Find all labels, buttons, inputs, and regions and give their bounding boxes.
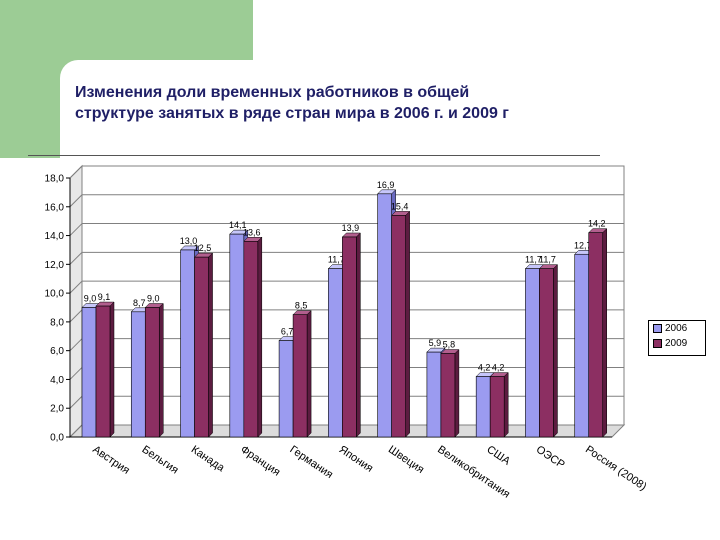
y-tick-label: 18,0 bbox=[45, 174, 65, 185]
bar-2006 bbox=[475, 376, 491, 438]
gridline-diag bbox=[69, 165, 83, 179]
y-tick-label: 12,0 bbox=[45, 260, 65, 271]
data-label-2009: 15,4 bbox=[391, 201, 409, 211]
y-tick-label: 2,0 bbox=[50, 404, 64, 415]
gridline-diag bbox=[69, 251, 83, 265]
bar-side-2009 bbox=[109, 301, 115, 438]
bar-2006 bbox=[377, 193, 392, 438]
gridline-diag bbox=[69, 280, 83, 294]
gridline-diag bbox=[69, 367, 83, 380]
legend-label-2009: 2009 bbox=[665, 338, 688, 349]
bar-side-2009 bbox=[159, 302, 164, 438]
y-tick-label: 6,0 bbox=[50, 346, 64, 357]
bar-2006 bbox=[574, 253, 590, 438]
x-tick-label: Германия bbox=[287, 444, 335, 482]
data-label-2006: 12,7 bbox=[574, 240, 592, 250]
bar-2006 bbox=[81, 307, 97, 438]
gridline-diag bbox=[69, 338, 83, 352]
x-tick-label: США bbox=[485, 444, 513, 469]
data-label-2006: 16,9 bbox=[377, 180, 395, 190]
bar-side-2009 bbox=[553, 264, 558, 438]
legend-item-2006: 2006 bbox=[649, 321, 705, 336]
bar-side-2009 bbox=[257, 236, 263, 438]
gridline-diag bbox=[69, 424, 83, 438]
data-label-2006: 13,0 bbox=[180, 236, 198, 246]
data-label-2009: 4,2 bbox=[492, 363, 505, 373]
data-label-2006: 11,7 bbox=[328, 255, 345, 265]
bar-2009 bbox=[144, 307, 160, 438]
gridline-diag bbox=[69, 194, 83, 208]
bar-2009 bbox=[539, 268, 554, 438]
bar-side-2009 bbox=[356, 232, 361, 438]
bar-2009 bbox=[243, 241, 259, 438]
data-label-2006: 4,2 bbox=[478, 363, 491, 373]
bar-2009 bbox=[194, 256, 209, 438]
gridline-diag bbox=[69, 223, 83, 236]
chart-legend: 2006 2009 bbox=[648, 320, 706, 356]
data-label-2009: 12,5 bbox=[194, 243, 212, 253]
data-label-2009: 13,9 bbox=[342, 223, 360, 233]
x-tick-label: Япония bbox=[337, 444, 375, 475]
bar-2009 bbox=[489, 376, 505, 438]
bar-2009 bbox=[440, 353, 456, 438]
y-tick-label: 16,0 bbox=[45, 202, 65, 213]
data-label-2009: 8,5 bbox=[295, 301, 308, 311]
data-label-2006: 9,0 bbox=[84, 294, 97, 304]
y-tick-label: 14,0 bbox=[45, 231, 65, 242]
plot-side-wall bbox=[69, 164, 83, 439]
data-label-2009: 11,7 bbox=[539, 255, 556, 265]
bar-side-2009 bbox=[306, 310, 312, 438]
bar-2006 bbox=[278, 340, 294, 438]
data-label-2009: 13,6 bbox=[243, 227, 261, 237]
slide-title-line-1: Изменения доли временных работников в об… bbox=[75, 84, 470, 101]
bar-side-2009 bbox=[454, 348, 460, 438]
bar-2006 bbox=[180, 249, 195, 438]
legend-swatch-2009 bbox=[653, 339, 662, 348]
data-label-2006: 11,7 bbox=[525, 255, 542, 265]
data-label-2006: 14,1 bbox=[229, 220, 247, 230]
bar-2009 bbox=[391, 215, 406, 438]
data-label-2006: 6,7 bbox=[281, 327, 294, 337]
bar-2009 bbox=[292, 314, 308, 438]
x-tick-label: Канада bbox=[189, 444, 227, 475]
y-tick-label: 10,0 bbox=[45, 289, 65, 300]
x-tick-label: Россия (2008) bbox=[583, 444, 649, 494]
bar-side-2009 bbox=[208, 252, 213, 438]
data-label-2009: 9,0 bbox=[147, 294, 160, 304]
bar-2006 bbox=[525, 268, 540, 438]
data-label-2009: 9,1 bbox=[98, 292, 111, 302]
x-tick-label: Швеция bbox=[386, 444, 426, 477]
slide-title-line-2: структуре занятых в ряде стран мира в 20… bbox=[75, 105, 509, 122]
x-tick-label: ОЭСР bbox=[534, 444, 567, 472]
bar-2006 bbox=[328, 268, 343, 438]
x-tick-label: Франция bbox=[238, 444, 282, 479]
data-label-2006: 8,7 bbox=[133, 298, 146, 308]
bar-2006 bbox=[229, 233, 245, 438]
legend-label-2006: 2006 bbox=[665, 323, 688, 334]
x-tick-label: Австрия bbox=[90, 444, 131, 477]
bar-2006 bbox=[426, 351, 442, 438]
gridline-diag bbox=[69, 395, 83, 409]
bar-side-2009 bbox=[405, 210, 410, 438]
y-tick-label: 4,0 bbox=[50, 375, 64, 386]
bar-side-2009 bbox=[503, 371, 509, 438]
legend-item-2009: 2009 bbox=[649, 336, 705, 351]
title-card bbox=[60, 60, 720, 158]
data-label-2006: 5,9 bbox=[429, 338, 442, 348]
data-label-2009: 5,8 bbox=[443, 340, 456, 350]
y-tick-label: 8,0 bbox=[50, 317, 64, 328]
bar-side-2009 bbox=[602, 228, 607, 438]
bar-2006 bbox=[130, 311, 146, 438]
y-tick-label: 0,0 bbox=[50, 433, 64, 444]
bar-2009 bbox=[342, 236, 357, 438]
bar-2009 bbox=[95, 305, 111, 438]
legend-swatch-2006 bbox=[653, 324, 662, 333]
x-tick-label: Бельгия bbox=[140, 444, 181, 477]
data-label-2009: 14,2 bbox=[588, 219, 606, 229]
bar-2009 bbox=[588, 232, 604, 438]
title-divider bbox=[28, 155, 600, 156]
gridline-diag bbox=[69, 309, 83, 323]
